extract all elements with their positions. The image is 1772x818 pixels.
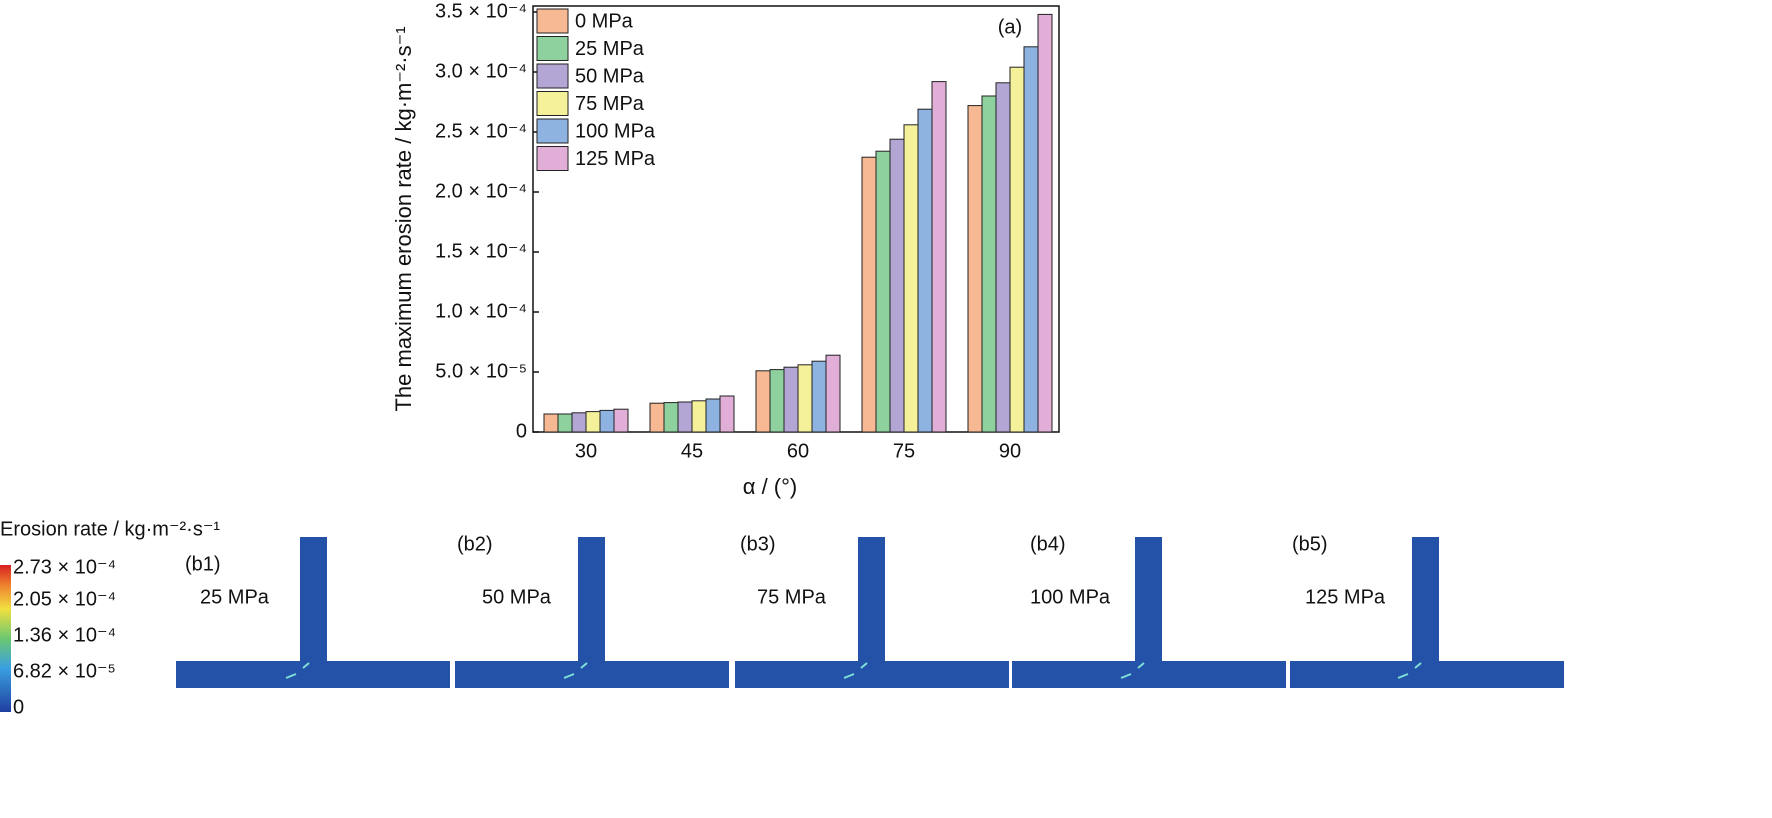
- bar: [903, 124, 919, 433]
- bar: [995, 82, 1011, 433]
- pipe-main: [176, 661, 450, 688]
- pipe-branch: [578, 537, 605, 663]
- legend-label: 100 MPa: [575, 120, 656, 142]
- legend-label: 75 MPa: [575, 93, 645, 115]
- bar: [585, 411, 601, 433]
- y-tick-label: 1.5 × 10⁻⁴: [435, 240, 527, 262]
- panel-label: (b5): [1292, 533, 1328, 555]
- bar: [571, 412, 587, 433]
- y-tick-label: 3.5 × 10⁻⁴: [435, 0, 527, 22]
- legend-swatch: [536, 36, 569, 61]
- y-tick-label: 2.5 × 10⁻⁴: [435, 120, 527, 142]
- pipe-main: [455, 661, 729, 688]
- bar: [967, 105, 983, 433]
- bar: [797, 364, 813, 433]
- pipe-main: [1012, 661, 1286, 688]
- annotation: (a): [998, 16, 1022, 38]
- legend-swatch: [536, 91, 569, 116]
- pipe-branch: [300, 537, 327, 663]
- legend-label: 0 MPa: [575, 10, 634, 32]
- colorbar-title: Erosion rate / kg·m⁻²·s⁻¹: [0, 518, 220, 540]
- colorbar-label: 2.05 × 10⁻⁴: [13, 588, 116, 610]
- pipe-branch: [858, 537, 885, 663]
- bar: [1023, 46, 1039, 433]
- bar: [719, 395, 735, 433]
- colorbar-label: 6.82 × 10⁻⁵: [13, 660, 116, 682]
- panel-label: (b4): [1030, 533, 1066, 555]
- colorbar-label: 2.73 × 10⁻⁴: [13, 556, 116, 578]
- x-tick-label: 75: [893, 440, 915, 462]
- bar: [663, 402, 679, 433]
- legend-swatch: [536, 63, 569, 89]
- bar: [783, 366, 799, 433]
- bar: [889, 138, 905, 433]
- pipe-branch: [1135, 537, 1162, 663]
- bar: [1037, 13, 1053, 433]
- legend-swatch: [536, 118, 569, 144]
- erosion-spot: [843, 662, 868, 679]
- panel-label: (b1): [185, 553, 221, 575]
- colorbar: [0, 565, 11, 712]
- pipe-main: [1290, 661, 1564, 688]
- erosion-spot: [285, 662, 310, 679]
- y-tick-label: 0: [516, 420, 527, 442]
- bar: [769, 369, 785, 433]
- bar: [861, 156, 877, 433]
- bar: [691, 400, 707, 433]
- y-tick-label: 3.0 × 10⁻⁴: [435, 60, 527, 82]
- bar: [931, 81, 947, 433]
- panel-pressure: 50 MPa: [482, 586, 552, 608]
- legend-label: 50 MPa: [575, 65, 645, 87]
- y-tick-label: 5.0 × 10⁻⁵: [435, 360, 527, 382]
- bar: [649, 402, 665, 433]
- erosion-spot: [563, 662, 588, 679]
- panel-pressure: 75 MPa: [757, 586, 827, 608]
- panel-label: (b3): [740, 533, 776, 555]
- bar: [543, 413, 559, 433]
- bar: [599, 409, 615, 433]
- bar: [705, 398, 721, 433]
- bar: [557, 413, 573, 433]
- panel-pressure: 25 MPa: [200, 586, 270, 608]
- bar: [917, 108, 933, 433]
- panel-pressure: 125 MPa: [1305, 586, 1386, 608]
- bar: [1009, 66, 1025, 433]
- bar: [811, 360, 827, 433]
- pipe-branch: [1412, 537, 1439, 663]
- x-axis-label: α / (°): [743, 474, 798, 499]
- bar: [875, 150, 891, 433]
- legend-swatch: [536, 146, 569, 171]
- y-tick-label: 1.0 × 10⁻⁴: [435, 300, 527, 322]
- x-tick-label: 60: [787, 440, 809, 462]
- x-tick-label: 45: [681, 440, 703, 462]
- y-axis-label: The maximum erosion rate / kg·m⁻²·s⁻¹: [391, 26, 416, 411]
- pipe-main: [735, 661, 1009, 688]
- erosion-spot: [1397, 662, 1422, 679]
- legend-swatch: [536, 8, 569, 34]
- panel-pressure: 100 MPa: [1030, 586, 1111, 608]
- colorbar-label: 1.36 × 10⁻⁴: [13, 624, 116, 646]
- bar: [981, 95, 997, 433]
- erosion-spot: [1120, 662, 1145, 679]
- legend-label: 25 MPa: [575, 38, 645, 60]
- y-tick-label: 2.0 × 10⁻⁴: [435, 180, 527, 202]
- bar: [613, 408, 629, 433]
- panel-label: (b2): [457, 533, 493, 555]
- bar: [755, 370, 771, 433]
- colorbar-label: 0: [13, 696, 24, 718]
- legend-label: 125 MPa: [575, 148, 656, 170]
- x-tick-label: 30: [575, 440, 597, 462]
- x-tick-label: 90: [999, 440, 1021, 462]
- bar: [677, 401, 693, 433]
- bar: [825, 354, 841, 433]
